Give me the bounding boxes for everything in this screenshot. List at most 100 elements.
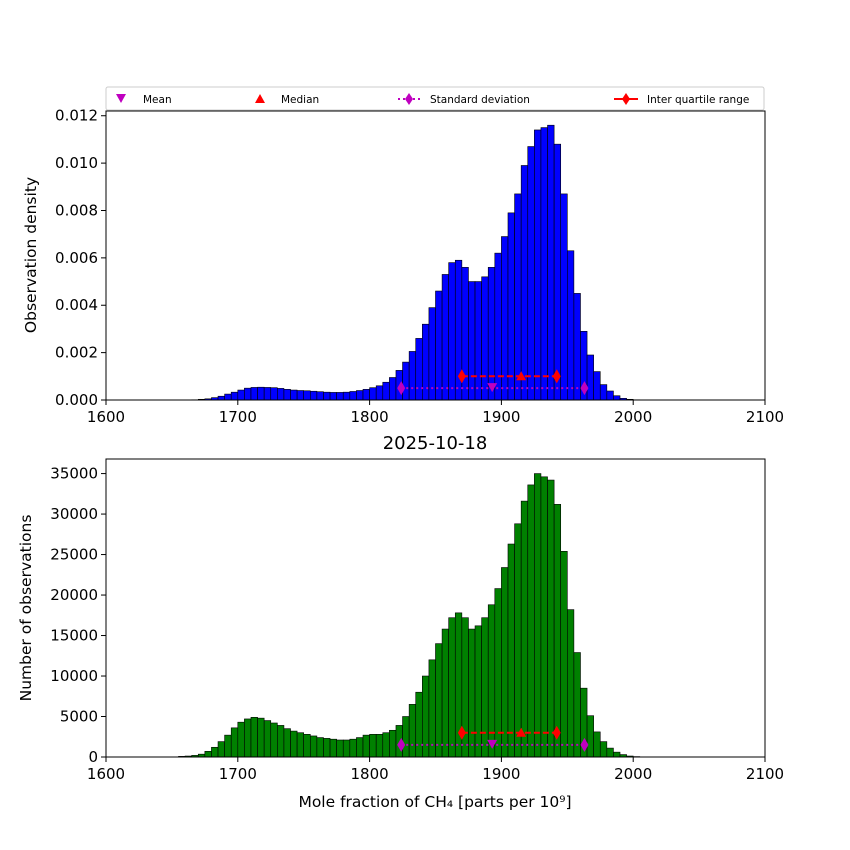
histogram-bar: [428, 659, 436, 758]
histogram-bar: [586, 715, 594, 758]
bottom-statistics-markers: [397, 725, 589, 752]
y-tick-label: 0.006: [55, 249, 98, 267]
histogram-bar: [369, 387, 377, 401]
bottom-chart-title: 2025-10-18: [383, 433, 488, 454]
histogram-bar: [303, 734, 311, 758]
bottom-y-ticks: 0 5000 10000 15000 20000 25000 30000 35000: [50, 465, 106, 766]
histogram-bar: [382, 732, 390, 758]
histogram-bar: [487, 604, 496, 758]
histogram-bar: [586, 354, 594, 401]
legend-label-iqr: Inter quartile range: [647, 94, 749, 106]
histogram-bar: [316, 737, 324, 758]
histogram-bar: [415, 691, 423, 758]
x-tick-label: 1900: [482, 765, 520, 783]
histogram-bar: [349, 391, 357, 401]
histogram-bar: [270, 387, 278, 401]
histogram-bar: [224, 393, 232, 401]
y-tick-label: 30000: [50, 505, 98, 523]
x-tick-label: 1800: [351, 765, 389, 783]
histogram-bar: [408, 351, 417, 401]
y-tick-label: 15000: [50, 627, 98, 645]
histogram-bar: [211, 746, 219, 758]
histogram-bar: [217, 741, 225, 758]
y-tick-label: 5000: [60, 708, 98, 726]
histogram-bar: [435, 643, 443, 758]
histogram-bar: [230, 391, 239, 401]
histogram-bar: [362, 389, 370, 401]
histogram-bar: [217, 395, 225, 401]
histogram-bar: [257, 386, 265, 401]
iqr-endpoint-marker: [457, 369, 466, 384]
histogram-bar: [613, 395, 621, 401]
histogram-bar: [329, 738, 337, 758]
histogram-bar: [527, 146, 535, 401]
top-y-axis-label: Observation density: [22, 177, 40, 333]
histogram-bar: [573, 652, 581, 758]
y-tick-label: 0.008: [55, 201, 98, 219]
histogram-bar: [250, 717, 258, 758]
histogram-bar: [237, 721, 245, 758]
histogram-bar: [606, 747, 614, 758]
histogram-bar: [507, 543, 515, 758]
top-histogram-panel: 1600 1700 1800 1900 2000 2100 0.000 0.002 0.004…: [22, 107, 784, 426]
histogram-bar: [309, 390, 318, 401]
histogram-bar: [316, 391, 324, 401]
histogram-bar: [290, 389, 298, 401]
histogram-bar: [448, 617, 456, 758]
median-legend-marker-icon: [255, 94, 265, 103]
histogram-bar: [408, 704, 417, 758]
histogram-bar: [428, 307, 436, 401]
x-tick-label: 2000: [614, 408, 652, 426]
histogram-bar: [244, 718, 252, 758]
y-tick-label: 25000: [50, 546, 98, 564]
median-marker: [516, 371, 527, 381]
top-plot-frame: [105, 110, 766, 401]
histogram-bar: [613, 751, 621, 758]
histogram-bar: [290, 730, 298, 758]
legend: Mean Median Standard deviation Inter qua…: [105, 86, 765, 111]
histogram-bar: [382, 381, 390, 401]
histogram-bar: [566, 609, 575, 758]
y-tick-label: 0.004: [55, 296, 98, 314]
histogram-bar: [501, 567, 509, 758]
histogram-bar: [283, 389, 291, 401]
histogram-bar: [230, 727, 239, 758]
histogram-bar: [336, 739, 344, 758]
histogram-bar: [441, 274, 449, 401]
legend-label-mean: Mean: [143, 94, 172, 106]
histogram-bar: [441, 628, 449, 758]
iqr-legend-marker-icon: [622, 93, 630, 105]
histogram-bar: [375, 734, 384, 758]
histogram-bar: [375, 385, 384, 401]
histogram-bar: [514, 523, 522, 758]
histogram-bar: [553, 143, 562, 401]
histogram-bar: [283, 728, 291, 758]
std-endpoint-marker: [397, 737, 406, 752]
histogram-bar: [309, 735, 318, 758]
x-tick-label: 1700: [219, 765, 257, 783]
histogram-bar: [369, 734, 377, 758]
y-tick-label: 0.012: [55, 107, 98, 125]
std-endpoint-marker: [580, 737, 589, 752]
histogram-bar: [224, 734, 232, 758]
std-legend-marker-icon: [405, 93, 413, 105]
legend-box: [105, 86, 765, 111]
y-tick-label: 0.002: [55, 344, 98, 362]
mean-marker: [487, 739, 498, 749]
iqr-endpoint-marker: [457, 725, 466, 740]
median-marker: [516, 727, 527, 737]
histogram-bar: [237, 389, 245, 401]
histogram-bar: [566, 250, 575, 401]
histogram-bar: [263, 387, 272, 401]
histogram-bar: [468, 628, 476, 758]
histogram-bar: [481, 276, 489, 401]
std-endpoint-marker: [580, 381, 589, 396]
histogram-bar: [534, 129, 542, 401]
histogram-bar: [296, 390, 304, 401]
x-tick-label: 1600: [87, 408, 125, 426]
mean-legend-marker-icon: [116, 94, 126, 103]
histogram-bar: [402, 716, 410, 758]
histogram-bar: [520, 500, 529, 758]
histogram-bar: [520, 165, 529, 401]
histogram-bar: [547, 479, 555, 758]
